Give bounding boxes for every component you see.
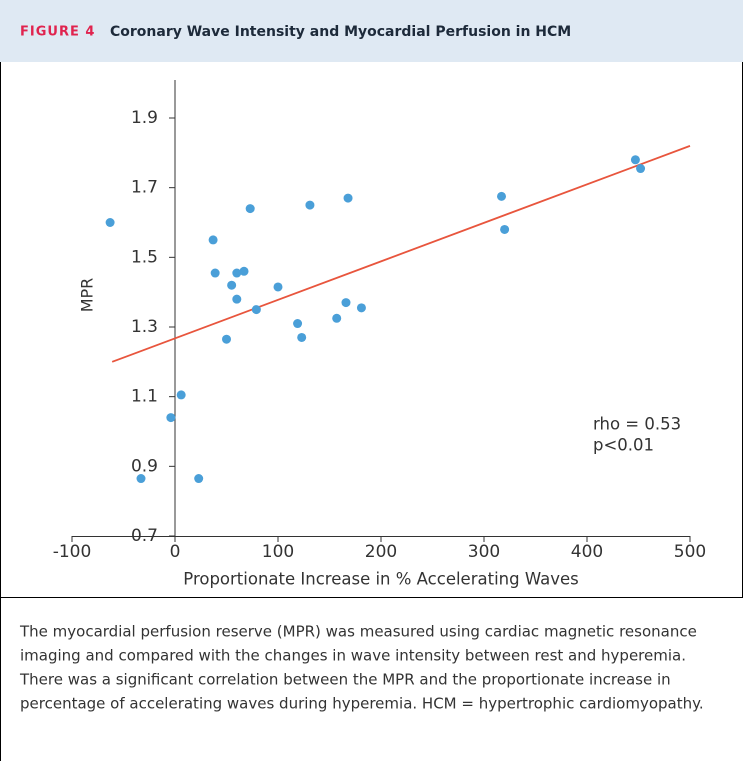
point	[227, 280, 237, 290]
point	[305, 200, 315, 210]
point	[194, 474, 204, 484]
point	[297, 332, 307, 342]
x-tick-label: 200	[365, 542, 397, 562]
x-tick-label: -100	[53, 542, 92, 562]
header-bar	[0, 0, 743, 62]
caption-line: percentage of accelerating waves during …	[20, 695, 704, 713]
point	[630, 155, 640, 165]
figure-label: FIGURE 4	[20, 25, 95, 40]
annotation: p<0.01	[593, 436, 654, 455]
point	[341, 298, 351, 308]
point	[497, 191, 507, 201]
caption-line: There was a significant correlation betw…	[19, 671, 671, 689]
point	[245, 204, 255, 214]
point	[208, 235, 218, 245]
y-tick-label: 1.9	[131, 108, 158, 128]
point	[251, 305, 261, 315]
point	[343, 193, 353, 203]
point	[273, 282, 283, 292]
annotation: rho = 0.53	[593, 415, 681, 434]
point	[232, 294, 242, 304]
point	[222, 334, 231, 344]
x-tick-label: 500	[674, 542, 706, 562]
point	[166, 413, 176, 423]
point	[105, 218, 115, 227]
y-tick-label: 0.7	[131, 526, 158, 546]
x-axis-label: Proportionate Increase in % Accelerating…	[183, 570, 578, 589]
y-tick-label: 1.1	[131, 387, 158, 407]
point	[176, 390, 186, 400]
caption: The myocardial perfusion reserve (MPR) w…	[19, 623, 704, 713]
y-axis-label: MPR	[78, 278, 97, 313]
point	[210, 268, 220, 278]
point	[293, 319, 303, 329]
x-tick-label: 0	[170, 542, 181, 562]
y-tick-label: 0.9	[131, 456, 158, 476]
point	[500, 224, 510, 234]
caption-line: imaging and compared with the changes in…	[20, 647, 686, 665]
x-tick-label: 300	[468, 542, 500, 562]
y-tick-label: 1.3	[131, 317, 158, 337]
point	[232, 268, 242, 278]
chart-title: Coronary Wave Intensity and Myocardial P…	[110, 24, 571, 40]
fit-line	[111, 145, 691, 363]
y-tick-label: 1.7	[131, 178, 158, 198]
point	[136, 474, 146, 484]
point	[636, 164, 646, 174]
point	[239, 266, 249, 276]
x-tick-label: 100	[262, 542, 294, 562]
caption-line: The myocardial perfusion reserve (MPR) w…	[19, 623, 697, 641]
x-tick-label: 400	[571, 542, 603, 562]
y-tick-label: 1.5	[131, 247, 158, 267]
point	[356, 303, 366, 313]
point	[332, 313, 342, 323]
